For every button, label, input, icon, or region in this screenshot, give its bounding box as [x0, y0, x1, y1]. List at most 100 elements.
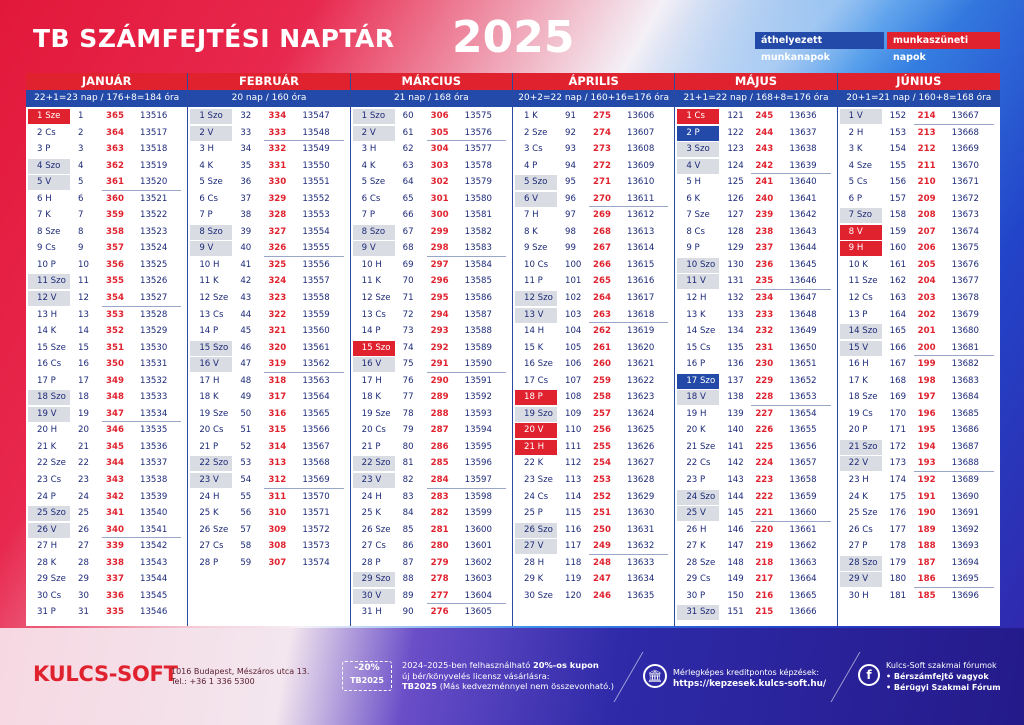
day-label: 19 Sze — [199, 408, 229, 419]
serial-day-number: 13576 — [464, 127, 492, 138]
day-label: 16 V — [352, 357, 395, 373]
serial-day-number: 13521 — [140, 193, 168, 204]
day-label: 12 V — [28, 291, 70, 307]
day-row: 16 V 47 319 13562 — [188, 356, 349, 373]
day-label: 24 K — [848, 491, 868, 502]
serial-day-number: 13517 — [140, 127, 168, 138]
days-remaining: 259 — [592, 375, 611, 386]
days-remaining: 287 — [430, 425, 449, 436]
day-label: 16 Cs — [37, 359, 62, 370]
days-remaining: 347 — [106, 408, 124, 419]
day-row: 25 P 115 251 13630 — [513, 505, 674, 522]
day-of-year: 174 — [889, 475, 907, 486]
forum-info: Kulcs-Soft szakmai fórumok • Bérszámfejt… — [886, 660, 1001, 693]
day-label: 4 K — [199, 160, 214, 171]
days-remaining: 268 — [592, 226, 611, 237]
day-of-year: 146 — [727, 524, 744, 535]
day-row: 17 Szo 137 229 13652 — [675, 373, 836, 390]
day-row: 25 K 84 282 13599 — [351, 505, 512, 522]
day-row: 7 P 38 328 13553 — [188, 207, 349, 224]
days-remaining: 269 — [592, 210, 611, 221]
serial-day-number: 13643 — [789, 226, 817, 237]
day-label: 22 Szo — [190, 456, 233, 472]
day-of-year: 50 — [240, 408, 252, 419]
serial-day-number: 13574 — [302, 557, 330, 568]
serial-day-number: 13543 — [140, 557, 168, 568]
day-of-year: 54 — [240, 475, 252, 486]
facebook-icon[interactable]: f — [858, 664, 880, 686]
day-row: 29 V 180 186 13695 — [838, 571, 1000, 588]
day-row: 23 Cs 23 343 13538 — [26, 472, 187, 489]
day-row: 14 H 104 262 13619 — [513, 323, 674, 340]
days-remaining: 266 — [592, 259, 611, 270]
day-label: 25 Sze — [848, 508, 878, 519]
day-row: 12 H 132 234 13647 — [675, 290, 836, 307]
day-label: 16 P — [686, 359, 706, 370]
days-remaining: 298 — [430, 243, 449, 254]
serial-day-number: 13545 — [140, 590, 168, 601]
day-of-year: 105 — [564, 342, 582, 353]
day-row: 7 Szo 158 208 13673 — [838, 207, 1000, 224]
day-label: 10 H — [199, 259, 220, 270]
day-label: 26 V — [28, 522, 70, 538]
day-row: 15 Szo 46 320 13561 — [188, 340, 349, 357]
serial-day-number: 13548 — [302, 127, 330, 138]
days-remaining: 315 — [268, 425, 287, 436]
days-remaining: 345 — [106, 441, 124, 452]
days-remaining: 361 — [106, 177, 124, 188]
serial-day-number: 13681 — [951, 342, 979, 353]
day-row: 8 Szo 67 299 13582 — [351, 224, 512, 241]
day-of-year: 124 — [727, 160, 744, 171]
serial-day-number: 13678 — [951, 293, 979, 304]
day-row: 9 Sze 99 267 13614 — [513, 240, 674, 257]
day-row: 21 K 21 345 13536 — [26, 439, 187, 456]
serial-day-number: 13687 — [951, 441, 979, 452]
serial-day-number: 13688 — [951, 458, 979, 469]
day-label: 2 V — [352, 125, 395, 141]
serial-day-number: 13675 — [951, 243, 979, 254]
day-label: 29 Cs — [686, 574, 711, 585]
day-of-year: 153 — [889, 127, 907, 138]
day-row: 19 H 139 227 13654 — [675, 406, 836, 423]
day-label: 2 Sze — [523, 127, 548, 138]
day-label: 24 P — [37, 491, 56, 502]
day-row: 20 V 110 256 13625 — [513, 422, 674, 439]
day-row: 27 K 147 219 13662 — [675, 538, 836, 555]
day-label: 23 Cs — [37, 475, 62, 486]
days-remaining: 290 — [430, 375, 449, 386]
day-label: 8 K — [523, 226, 538, 237]
day-row: 8 Sze 8 358 13523 — [26, 224, 187, 241]
day-row: 28 Szo 179 187 13694 — [838, 555, 1000, 572]
day-row: 1 K 91 275 13606 — [513, 108, 674, 125]
days-remaining: 281 — [430, 524, 449, 535]
serial-day-number: 13603 — [464, 574, 492, 585]
day-row: 26 H 146 220 13661 — [675, 522, 836, 539]
serial-day-number: 13614 — [626, 243, 655, 254]
day-label: 15 Cs — [686, 342, 711, 353]
day-list: 1 Szo 60 306 13575 2 V 61 305 13576 3 H 62 304 1357… — [351, 107, 512, 621]
day-label: 1 Szo — [190, 109, 233, 124]
day-of-year: 45 — [240, 326, 252, 337]
day-row: 13 H 13 353 13528 — [26, 307, 187, 324]
month-name: ÁPRILIS — [512, 73, 675, 90]
day-label: 18 V — [677, 390, 720, 406]
day-row: 15 K 105 261 13620 — [513, 340, 674, 357]
title-part2: NAPTÁR — [279, 24, 395, 53]
serial-day-number: 13532 — [140, 375, 168, 386]
days-remaining: 286 — [430, 441, 449, 452]
days-remaining: 365 — [106, 111, 124, 121]
day-of-year: 127 — [727, 210, 744, 221]
days-remaining: 241 — [755, 177, 774, 188]
serial-day-number: 13557 — [302, 276, 330, 287]
month-column: JANUÁR 22+1=23 nap / 176+8=184 óra 1 Sze 1 3… — [26, 73, 189, 626]
forum-item2[interactable]: • Bérügyi Szakmai Fórum — [886, 683, 1001, 692]
days-remaining: 342 — [106, 491, 124, 502]
day-row: 2 Sze 92 274 13607 — [513, 125, 674, 142]
days-remaining: 338 — [106, 557, 124, 568]
serial-day-number: 13616 — [626, 276, 655, 287]
day-of-year: 144 — [727, 491, 744, 502]
forum-item1[interactable]: • Bérszámfejtő vagyok — [886, 672, 989, 681]
day-of-year: 119 — [564, 574, 582, 585]
day-label: 14 H — [523, 326, 545, 337]
course-link[interactable]: https://kepzesek.kulcs-soft.hu/ — [673, 679, 827, 689]
